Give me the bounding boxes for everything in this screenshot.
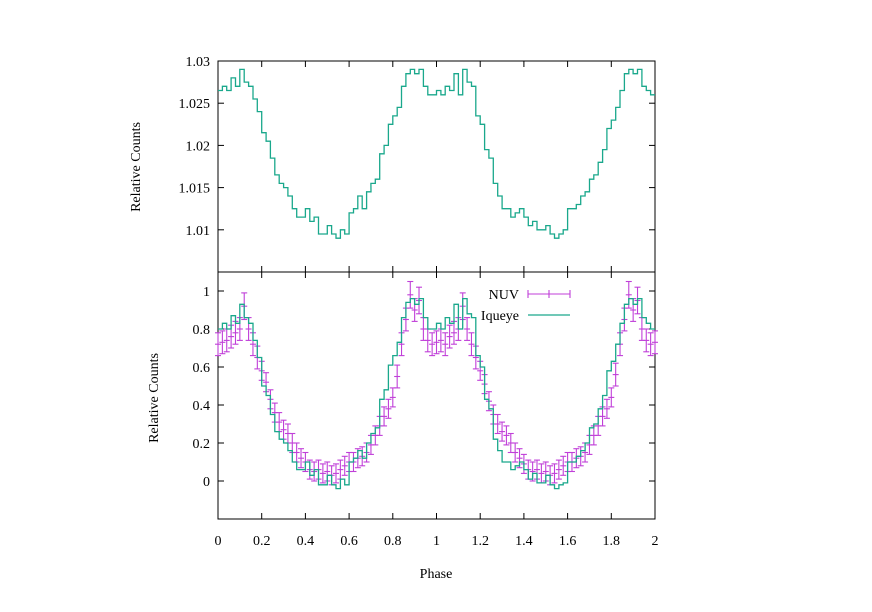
legend-mark-nuv bbox=[527, 290, 571, 298]
ytick-label: 1 bbox=[203, 285, 210, 300]
series-line-iqueye bbox=[218, 297, 655, 490]
nuv-point bbox=[494, 413, 501, 435]
xtick-label: 0.6 bbox=[340, 534, 358, 549]
nuv-point bbox=[468, 332, 475, 357]
ytick-label: 1.03 bbox=[186, 55, 211, 70]
top-panel-series bbox=[218, 68, 655, 239]
bottom-panel-series bbox=[215, 280, 658, 490]
xtick-label: 0.2 bbox=[253, 534, 271, 549]
ytick-label: 1.01 bbox=[186, 224, 211, 239]
xtick-label: 0.4 bbox=[297, 534, 315, 549]
xtick-label: 1.6 bbox=[559, 534, 577, 549]
nuv-point bbox=[433, 330, 440, 355]
xtick-label: 1 bbox=[433, 534, 440, 549]
nuv-point bbox=[429, 332, 436, 357]
nuv-point bbox=[652, 330, 658, 355]
nuv-point bbox=[385, 398, 392, 419]
ytick-label: 0.6 bbox=[193, 361, 211, 376]
nuv-point bbox=[503, 425, 510, 446]
bottom-ylabel: Relative Counts bbox=[147, 353, 162, 443]
nuv-point bbox=[464, 317, 471, 341]
nuv-point bbox=[337, 459, 344, 480]
xtick-label: 1.4 bbox=[515, 534, 533, 549]
nuv-point bbox=[332, 463, 339, 484]
nuv-point bbox=[389, 387, 396, 408]
nuv-point bbox=[551, 463, 558, 484]
nuv-point bbox=[215, 332, 221, 357]
nuv-point bbox=[599, 406, 606, 427]
legend: NUV Iqueye bbox=[481, 288, 571, 324]
ytick-label: 0.4 bbox=[193, 399, 211, 414]
nuv-point bbox=[612, 362, 619, 387]
xtick-label: 0.8 bbox=[384, 534, 402, 549]
nuv-point bbox=[643, 328, 650, 353]
nuv-point bbox=[446, 324, 453, 349]
ytick-label: 1.025 bbox=[179, 97, 211, 112]
nuv-point bbox=[219, 330, 226, 355]
nuv-point bbox=[608, 387, 615, 408]
xtick-label: 0 bbox=[215, 534, 222, 549]
nuv-point bbox=[560, 455, 567, 476]
nuv-point bbox=[603, 398, 610, 419]
ytick-label: 0 bbox=[203, 475, 210, 490]
nuv-point bbox=[381, 406, 388, 427]
top-ylabel: Relative Counts bbox=[129, 122, 144, 212]
legend-label-iqueye: Iqueye bbox=[481, 309, 519, 324]
nuv-point bbox=[499, 421, 506, 442]
nuv-point bbox=[341, 455, 348, 476]
xtick-label: 1.8 bbox=[603, 534, 621, 549]
nuv-point bbox=[407, 280, 414, 309]
legend-label-nuv: NUV bbox=[489, 288, 519, 303]
nuv-point bbox=[512, 442, 519, 463]
xtick-label: 2 bbox=[652, 534, 659, 549]
nuv-point bbox=[276, 412, 283, 433]
bottom-panel-frame bbox=[217, 271, 656, 520]
nuv-point bbox=[442, 332, 449, 357]
nuv-point bbox=[647, 332, 654, 357]
ytick-label: 1.015 bbox=[179, 182, 211, 197]
nuv-point bbox=[394, 364, 401, 389]
nuv-point bbox=[298, 448, 305, 469]
nuv-point bbox=[319, 463, 326, 484]
nuv-point bbox=[555, 459, 562, 480]
bottom-panel-ticks: 0 0.2 0.4 0.6 0.8 1 0 0.2 0.4 0.6 0.8 1 1.2 1.4 1.6 1.8… bbox=[193, 272, 659, 549]
nuv-point bbox=[280, 419, 287, 440]
series-line-iqueye bbox=[218, 68, 655, 239]
ytick-label: 1.02 bbox=[186, 139, 211, 154]
top-panel-ticks: 1.01 1.015 1.02 1.025 1.03 bbox=[179, 55, 656, 272]
xtick-label: 1.2 bbox=[471, 534, 489, 549]
nuv-point bbox=[538, 463, 545, 484]
nuv-point bbox=[293, 442, 300, 463]
xlabel: Phase bbox=[420, 567, 453, 582]
ytick-label: 0.2 bbox=[193, 437, 211, 452]
ytick-label: 0.8 bbox=[193, 323, 211, 338]
